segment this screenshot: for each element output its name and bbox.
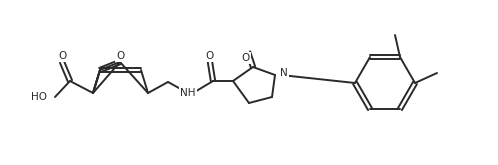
- Text: NH: NH: [180, 88, 196, 98]
- Text: O: O: [206, 51, 214, 61]
- Text: O: O: [116, 51, 124, 61]
- Text: N: N: [280, 68, 288, 78]
- Text: O: O: [242, 53, 250, 63]
- Text: O: O: [58, 51, 66, 61]
- Text: HO: HO: [31, 92, 47, 102]
